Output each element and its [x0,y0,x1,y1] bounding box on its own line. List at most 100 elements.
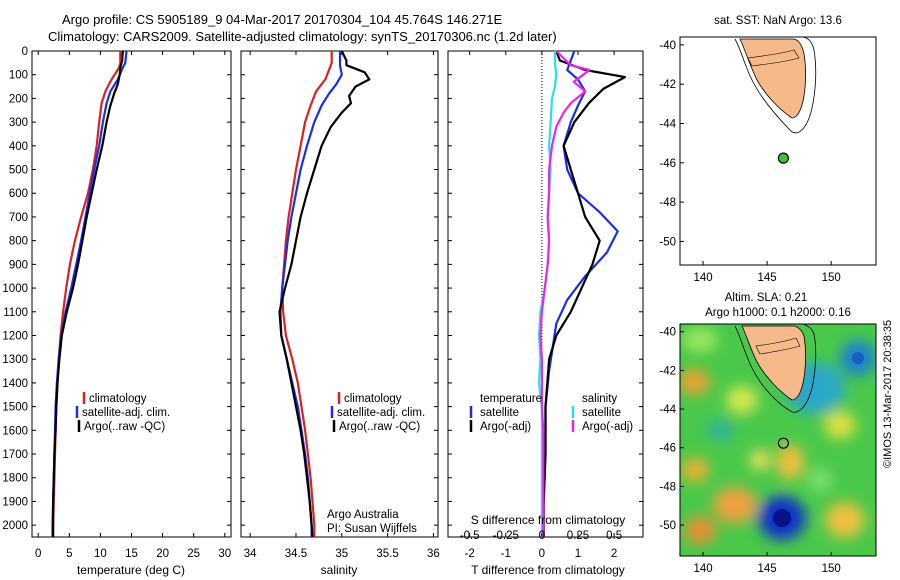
temperature-difference-x-tick-label: -2 [465,548,475,560]
temperature-climatology-line [51,51,122,537]
salinity-difference-tick-label: -0.25 [493,530,519,542]
depth-tick-label: 500 [9,165,28,177]
temperature-difference-x-tick-label: 0 [539,548,545,560]
sst-map-content [734,37,817,134]
salinity-difference-tick-label: 0 [539,530,545,542]
legend-label-satellite: satellite-adj. clim. [82,407,170,419]
legend-label-argo: Argo(..raw -QC) [339,421,420,433]
temperature-x-label: temperature (deg C) [77,563,185,577]
depth-tick-label: 1300 [2,354,28,366]
difference-temperature-argo-adj-line [542,51,627,537]
sst-map-lat-tick-label: -46 [659,158,676,170]
sst-map-lat-tick-label: -40 [659,40,676,52]
float-position-markers [777,152,789,449]
sla-map-title-2: Argo h1000: 0.1 h2000: 0.16 [705,307,851,319]
salinity-difference-tick-label: 0.5 [606,530,622,542]
legend-label-argo: Argo(..raw -QC) [84,421,165,433]
sla-map-lon-tick-label: 140 [693,563,712,575]
sst-map-float-marker [777,152,789,164]
sst-map-lat-tick-label: -48 [659,197,676,209]
sla-map-lat-tick-label: -46 [659,443,676,455]
legend-label-sal-argo: Argo(-adj) [582,421,633,433]
tasmania-north-coast [755,337,801,355]
depth-tick-label: 1500 [2,402,28,414]
salinity-difference-label: S difference from climatology [471,513,626,527]
credit-line-2: PI: Susan Wijffels [327,523,417,535]
depth-tick-label: 1800 [2,473,28,485]
bathymetry-contour [734,37,817,134]
difference-panel-frame [447,50,644,538]
sst-map-lon-tick-label: 145 [758,272,777,284]
header-line-2: Climatology: CARS2009. Satellite-adjuste… [48,29,557,44]
depth-tick-label: 1400 [2,378,28,390]
header-line-1: Argo profile: CS 5905189_9 04-Mar-2017 2… [62,12,503,27]
temperature-satellite-adj-clim-line [51,51,128,537]
salinity-x-tick-label: 35.5 [376,548,398,560]
depth-tick-label: 1600 [2,425,28,437]
salinity-x-label: salinity [321,563,358,577]
depth-tick-label: 400 [9,141,28,153]
legend-label-climatology: climatology [344,393,402,405]
depth-tick-label: 700 [9,212,28,224]
sla-map-lat-tick-label: -40 [659,327,676,339]
depth-tick-label: 1000 [2,283,28,295]
sla-map-float-marker [777,437,789,449]
legend-head-temperature: temperature [480,393,542,405]
sla-heatmap-anomalies [680,328,876,544]
depth-tick-label: 1100 [3,307,28,319]
sla-map-axis-ticks: -40 -42 -44 -46 -48 -50 140 145 150 [659,327,840,575]
sla-map-content [680,324,876,556]
difference-x-ticks: -2 -1 0 1 2 [465,51,617,560]
bathymetry-contour [734,324,817,413]
temperature-argo-raw-qc-line [51,51,124,537]
sst-map-lat-tick-label: -44 [659,118,676,130]
sla-map-lon-tick-label: 150 [822,563,841,575]
salinity-legend: climatology satellite-adj. clim. Argo(..… [330,392,425,433]
salinity-argo-raw-qc-line [278,51,371,537]
tasmania-north-coast [747,49,800,67]
salinity-panel-frame [240,50,439,538]
difference-legend: temperature satellite Argo(-adj) salinit… [469,393,633,433]
sst-map-lon-tick-label: 140 [693,272,712,284]
legend-label-sal-satellite: satellite [582,407,621,419]
temperature-x-tick-label: 30 [218,548,231,560]
salinity-x-tick-label: 34.5 [285,548,307,560]
sst-map-lon-tick-label: 150 [822,272,841,284]
difference-salinity-argo-adj-line [539,51,591,537]
temperature-x-tick-label: 15 [125,548,138,560]
depth-tick-label: 1700 [2,449,28,461]
sla-map-lat-tick-label: -42 [659,365,676,377]
sla-map-lat-tick-label: -48 [659,481,676,493]
depth-tick-label: 1200 [2,330,28,342]
temperature-x-tick-label: 10 [94,548,107,560]
legend-label-temp-satellite: satellite [480,407,519,419]
depth-tick-label: 2000 [2,520,28,532]
depth-tick-label: 600 [9,188,28,200]
temperature-legend: climatology satellite-adj. clim. Argo(..… [75,392,170,433]
sla-map-lon-tick-label: 145 [758,563,777,575]
depth-tick-label: 1900 [2,496,28,508]
salinity-difference-tick-label: 0.25 [567,530,589,542]
salinity-x-tick-label: 36 [427,548,440,560]
temperature-panel-frame [31,50,232,538]
difference-curves [537,51,627,537]
sla-map-lat-tick-label: -44 [659,404,676,416]
salinity-difference-tick-label: -0.5 [460,530,480,542]
salinity-x-ticks: 34 34.5 35 35.5 36 [244,51,440,560]
sla-map-lat-tick-label: -50 [659,520,676,532]
temperature-x-tick-label: 25 [187,548,200,560]
legend-head-salinity: salinity [582,393,617,405]
sst-map-title: sat. SST: NaN Argo: 13.6 [714,15,842,27]
legend-label-temp-argo: Argo(-adj) [480,421,531,433]
credit-line-1: Argo Australia [327,509,399,521]
depth-tick-label: 0 [22,46,28,58]
depth-tick-label: 100 [9,70,28,82]
depth-axis-ticks: 0 100 200 300 400 500 600 700 800 900 1000 1100 1200… [2,46,643,532]
depth-tick-label: 900 [9,259,28,271]
depth-tick-label: 800 [9,236,28,248]
temperature-difference-label: T difference from climatology [471,563,625,577]
salinity-x-tick-label: 35 [335,548,348,560]
sst-map-lat-tick-label: -50 [659,236,676,248]
salinity-x-tick-label: 34 [244,548,257,560]
